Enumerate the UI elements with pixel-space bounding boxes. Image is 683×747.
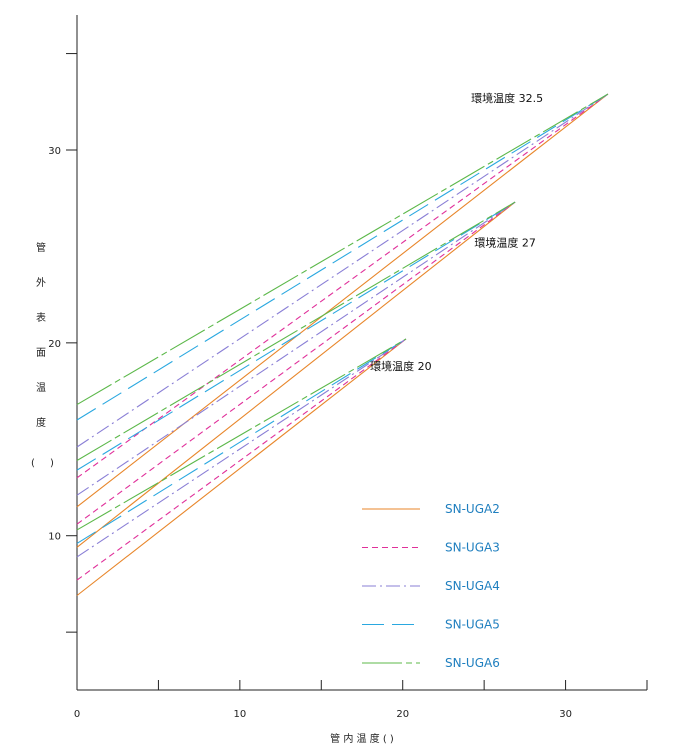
- series-line: [76, 93, 609, 421]
- series-line: [76, 201, 516, 496]
- x-tick-label: 30: [559, 709, 572, 720]
- annotations: 環境温度 32.5 環境温度 27 環境温度 20: [370, 91, 543, 373]
- series-sn-uga2: [76, 93, 609, 596]
- series-layer: [76, 93, 609, 596]
- x-tick-label: 0: [74, 709, 80, 720]
- series-line: [76, 338, 407, 531]
- series-sn-uga3: [76, 93, 609, 581]
- y-axis-title-char: 度: [36, 416, 46, 429]
- series-line: [76, 201, 516, 548]
- y-axis-title-char: 外: [36, 277, 46, 289]
- y-axis-title-char: 管: [36, 241, 46, 254]
- series-line: [76, 338, 407, 544]
- series-line: [76, 338, 407, 558]
- y-tick-label: 20: [48, 339, 61, 350]
- series-line: [76, 338, 407, 581]
- series-line: [76, 93, 609, 508]
- series-line: [76, 201, 516, 471]
- x-axis-title: 管 内 温 度 ( ): [330, 732, 394, 745]
- series-line: [76, 201, 516, 525]
- legend-label: SN-UGA6: [445, 656, 500, 670]
- legend-label: SN-UGA2: [445, 502, 500, 516]
- legend-label: SN-UGA3: [445, 541, 500, 555]
- annotation-label: 環境温度 32.5: [471, 91, 543, 105]
- ticks: 0 10 20 30 10 20 30: [48, 53, 648, 720]
- series-line: [76, 93, 609, 448]
- series-sn-uga5: [76, 93, 609, 544]
- series-sn-uga6: [76, 93, 609, 531]
- series-line: [76, 93, 609, 406]
- annotation-label: 環境温度 20: [370, 359, 432, 373]
- series-line: [76, 338, 407, 596]
- series-line: [76, 201, 516, 461]
- annotation-label: 環境温度 27: [474, 235, 536, 249]
- axes: [76, 15, 647, 691]
- series-line: [76, 93, 609, 479]
- y-tick-label: 30: [48, 146, 61, 157]
- y-axis-title-char: 温: [36, 382, 46, 394]
- legend-label: SN-UGA5: [445, 618, 500, 632]
- y-axis-title-char: ): [50, 458, 54, 469]
- legend: SN-UGA2 SN-UGA3 SN-UGA4 SN-UGA5 SN-UGA6: [362, 502, 500, 670]
- legend-label: SN-UGA4: [445, 579, 500, 593]
- x-tick-label: 10: [233, 709, 246, 720]
- x-tick-label: 20: [396, 709, 409, 720]
- series-sn-uga4: [76, 93, 609, 558]
- y-axis-title-char: 表: [36, 311, 46, 324]
- y-axis-title-char: (: [31, 458, 35, 469]
- y-axis-title-char: 面: [36, 348, 46, 359]
- y-tick-label: 10: [48, 532, 61, 543]
